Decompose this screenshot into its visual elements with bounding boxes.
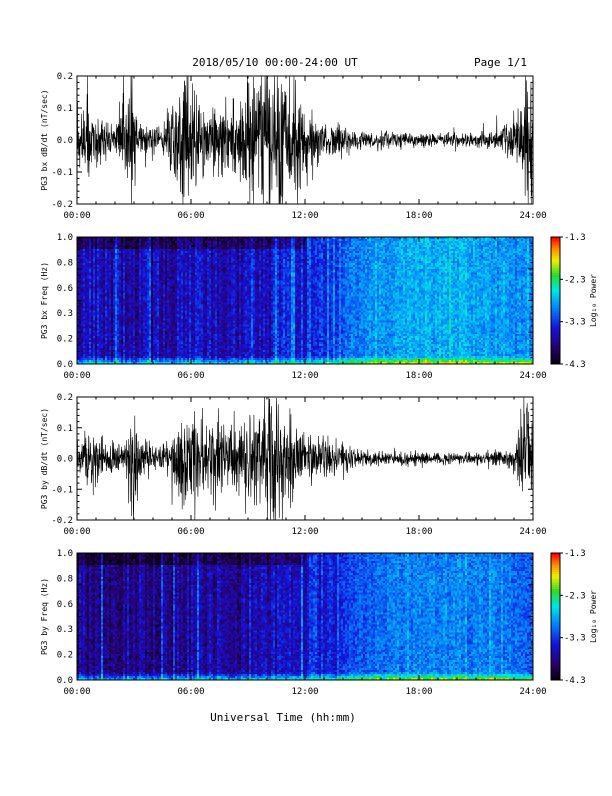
panels: 0.2 0.1 0.0 -0.1 -0.200:00 06:00 12:00 18:00 24:… xyxy=(40,72,598,697)
y-tick-label: 0.2 xyxy=(57,72,73,82)
x-tick-label: 24:00 xyxy=(519,211,546,221)
page-indicator: Page 1/1 xyxy=(474,56,527,69)
y-axis-label: PG3 bx dB/dt (nT/sec) xyxy=(40,89,49,190)
spectrogram-cells xyxy=(77,237,533,364)
figure-title: 2018/05/10 00:00-24:00 UT xyxy=(192,56,358,69)
x-axis-label: Universal Time (hh:mm) xyxy=(210,711,356,724)
y-tick-label: 0.1 xyxy=(57,104,73,114)
chart-panel-1: 0.2 0.1 0.0 -0.1 -0.200:00 06:00 12:00 18:00 24:… xyxy=(40,72,547,221)
waveform-line xyxy=(77,76,533,204)
x-tick-label: 18:00 xyxy=(405,211,432,221)
x-tick-label: 06:00 xyxy=(177,211,204,221)
y-tick-label: -0.2 xyxy=(51,200,73,210)
x-tick-label: 12:00 xyxy=(291,211,318,221)
x-tick-label: 00:00 xyxy=(63,211,90,221)
y-tick-label: -0.1 xyxy=(51,168,73,178)
y-tick-label: 0.0 xyxy=(57,136,73,146)
